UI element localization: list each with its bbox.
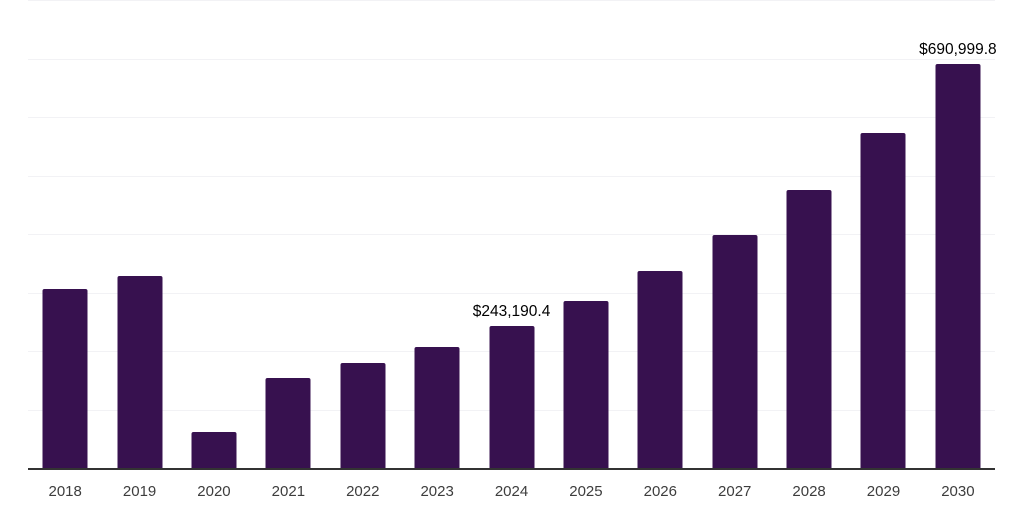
bar-2030[interactable] [935,63,981,468]
bar-slot-2020 [177,0,251,468]
bar-2020[interactable] [191,431,237,468]
bar-slot-2030: $690,999.8 [919,0,997,468]
bar-slot-2024: $243,190.4 [472,0,551,468]
bar-slot-2026 [623,0,697,468]
bar-slot-2027 [698,0,772,468]
bar-2028[interactable] [786,189,832,468]
x-tick-2025: 2025 [569,483,603,500]
bar-2022[interactable] [340,363,386,468]
bar-slot-2023 [400,0,474,468]
x-tick-2024: 2024 [494,483,529,500]
gridline-700000 [28,58,995,60]
gridline-600000 [28,117,995,118]
bar-2019[interactable] [117,275,163,468]
x-tick-2026: 2026 [643,483,677,500]
x-tick-2019: 2019 [122,483,157,500]
data-label-2024: $243,190.4 [472,303,551,321]
gridline-800000 [28,0,995,1]
bar-slot-2018 [28,0,102,468]
x-tick-2028: 2028 [792,483,826,500]
bar-2027[interactable] [712,235,758,468]
bar-2025[interactable] [563,301,609,468]
x-tick-2029: 2029 [866,483,901,500]
bar-2026[interactable] [637,271,683,468]
bar-slot-2019 [102,0,176,468]
gridline-500000 [28,175,995,177]
x-tick-2023: 2023 [420,483,454,500]
bar-slot-2021 [251,0,325,468]
x-tick-2021: 2021 [271,483,306,500]
x-tick-2022: 2022 [346,483,380,500]
bar-2029[interactable] [860,133,906,468]
x-axis: 2018 2019 2020 2021 2022 2023 2024 2025 2026 2027… [28,470,995,500]
x-tick-2030: 2030 [941,483,975,500]
x-tick-2018: 2018 [48,483,82,500]
bar-2018[interactable] [42,288,88,468]
bar-2024[interactable] [489,325,535,468]
bar-slot-2028 [772,0,846,468]
x-tick-2020: 2020 [197,483,231,500]
bar-slot-2025 [549,0,623,468]
gridline-400000 [28,234,995,235]
bar-slot-2029 [846,0,920,468]
gridline-300000 [28,292,995,294]
bar-2021[interactable] [265,377,311,468]
bar-2023[interactable] [414,347,460,468]
bars-row: $243,190.4 $690,999.8 [28,0,997,468]
bar-slot-2022 [326,0,400,468]
plot-area: $243,190.4 $690,999.8 [28,0,997,470]
data-label-2030: $690,999.8 [919,41,997,59]
x-tick-2027: 2027 [718,483,752,500]
